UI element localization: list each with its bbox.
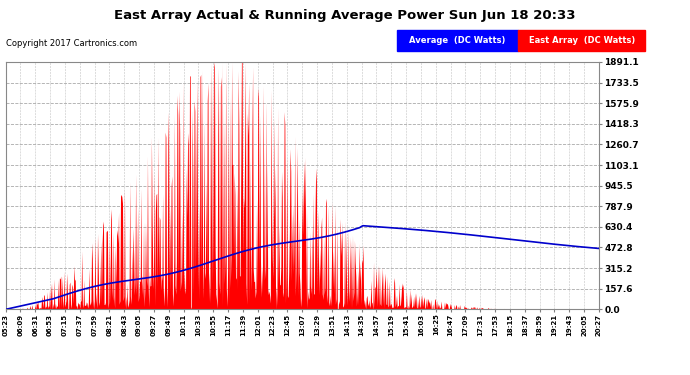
FancyBboxPatch shape xyxy=(397,30,518,51)
Text: Copyright 2017 Cartronics.com: Copyright 2017 Cartronics.com xyxy=(6,39,137,48)
Text: Average  (DC Watts): Average (DC Watts) xyxy=(409,36,506,45)
Text: East Array  (DC Watts): East Array (DC Watts) xyxy=(529,36,635,45)
FancyBboxPatch shape xyxy=(518,30,645,51)
Text: East Array Actual & Running Average Power Sun Jun 18 20:33: East Array Actual & Running Average Powe… xyxy=(115,9,575,22)
